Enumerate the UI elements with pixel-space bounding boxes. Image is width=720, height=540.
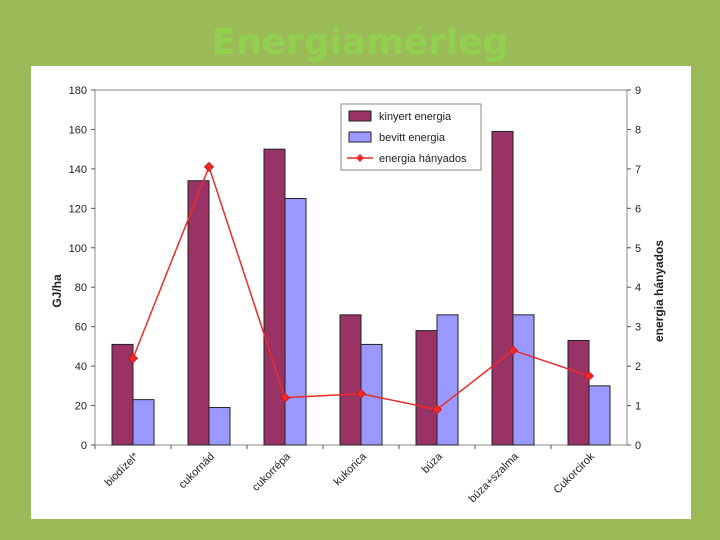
ratio-point: [355, 388, 367, 399]
x-tick-label: biodízel*: [103, 450, 142, 489]
x-tick-label: kukorica: [332, 450, 370, 488]
x-tick-label: Cukorcirok: [551, 450, 597, 496]
bar-bevitt: [512, 314, 535, 446]
y2-tick-label: 5: [635, 243, 641, 255]
chart-panel: 0 20 40 60 80 100 120 140 160 180 0 1 2 3 4 5 6 7 8 9 biodíz…: [31, 66, 691, 519]
legend-marker: [356, 154, 364, 162]
bar-bevitt: [284, 197, 307, 446]
y2-tick-label: 3: [635, 322, 641, 334]
ratio-point: [127, 353, 139, 364]
energy-balance-chart: 0 20 40 60 80 100 120 140 160 180 0 1 2 3 4 5 6 7 8 9 biodíz…: [50, 85, 666, 505]
x-tick-label: cukornád: [177, 451, 217, 491]
legend-swatch: [348, 110, 372, 122]
y-tick-label: 100: [69, 243, 87, 255]
y2-tick-label: 2: [635, 361, 641, 373]
y2-axis-label: energia hányados: [652, 240, 666, 342]
bar-kinyert: [339, 314, 362, 446]
ratio-point: [279, 392, 291, 403]
y-axis-label: GJ/ha: [50, 274, 64, 308]
ratio-point: [203, 161, 215, 172]
ratio-point: [583, 370, 595, 382]
legend-label: kinyert energia: [379, 111, 452, 123]
y2-tick-label: 1: [635, 401, 641, 413]
y-tick-label: 40: [75, 361, 87, 373]
legend-swatch: [348, 131, 372, 143]
ratio-point: [507, 345, 519, 356]
x-tick-label: búza: [420, 450, 446, 476]
y-tick-label: 0: [81, 440, 87, 452]
x-tick-label: búza+szalma: [467, 450, 522, 505]
y2-tick-label: 4: [635, 282, 641, 294]
bar-bevitt: [208, 407, 231, 446]
y-tick-label: 80: [75, 282, 87, 294]
bar-bevitt: [436, 314, 459, 446]
y-tick-label: 60: [75, 322, 87, 334]
bar-kinyert: [567, 339, 590, 446]
y2-tick-label: 9: [635, 85, 641, 97]
bar-kinyert: [491, 130, 514, 446]
y2-tick-label: 0: [635, 440, 641, 452]
legend-label: bevitt energia: [379, 132, 446, 144]
y2-tick-label: 7: [635, 164, 641, 176]
slide-title: Energiamérleg: [211, 22, 509, 63]
y2-tick-label: 8: [635, 124, 641, 136]
y-tick-label: 140: [69, 164, 87, 176]
y2-tick-label: 6: [635, 203, 641, 215]
legend-label: energia hányados: [379, 153, 467, 165]
bar-kinyert: [187, 180, 210, 446]
y-tick-label: 20: [75, 401, 87, 413]
x-tick-label: cukorrépa: [250, 450, 294, 494]
bar-kinyert: [263, 148, 286, 446]
y-tick-label: 120: [69, 203, 87, 215]
y-tick-label: 180: [69, 85, 87, 97]
bar-kinyert: [111, 343, 134, 446]
bar-kinyert: [415, 330, 438, 446]
bar-bevitt: [132, 399, 155, 446]
y-tick-label: 160: [69, 124, 87, 136]
bar-bevitt: [588, 385, 611, 446]
ratio-point: [431, 404, 443, 415]
